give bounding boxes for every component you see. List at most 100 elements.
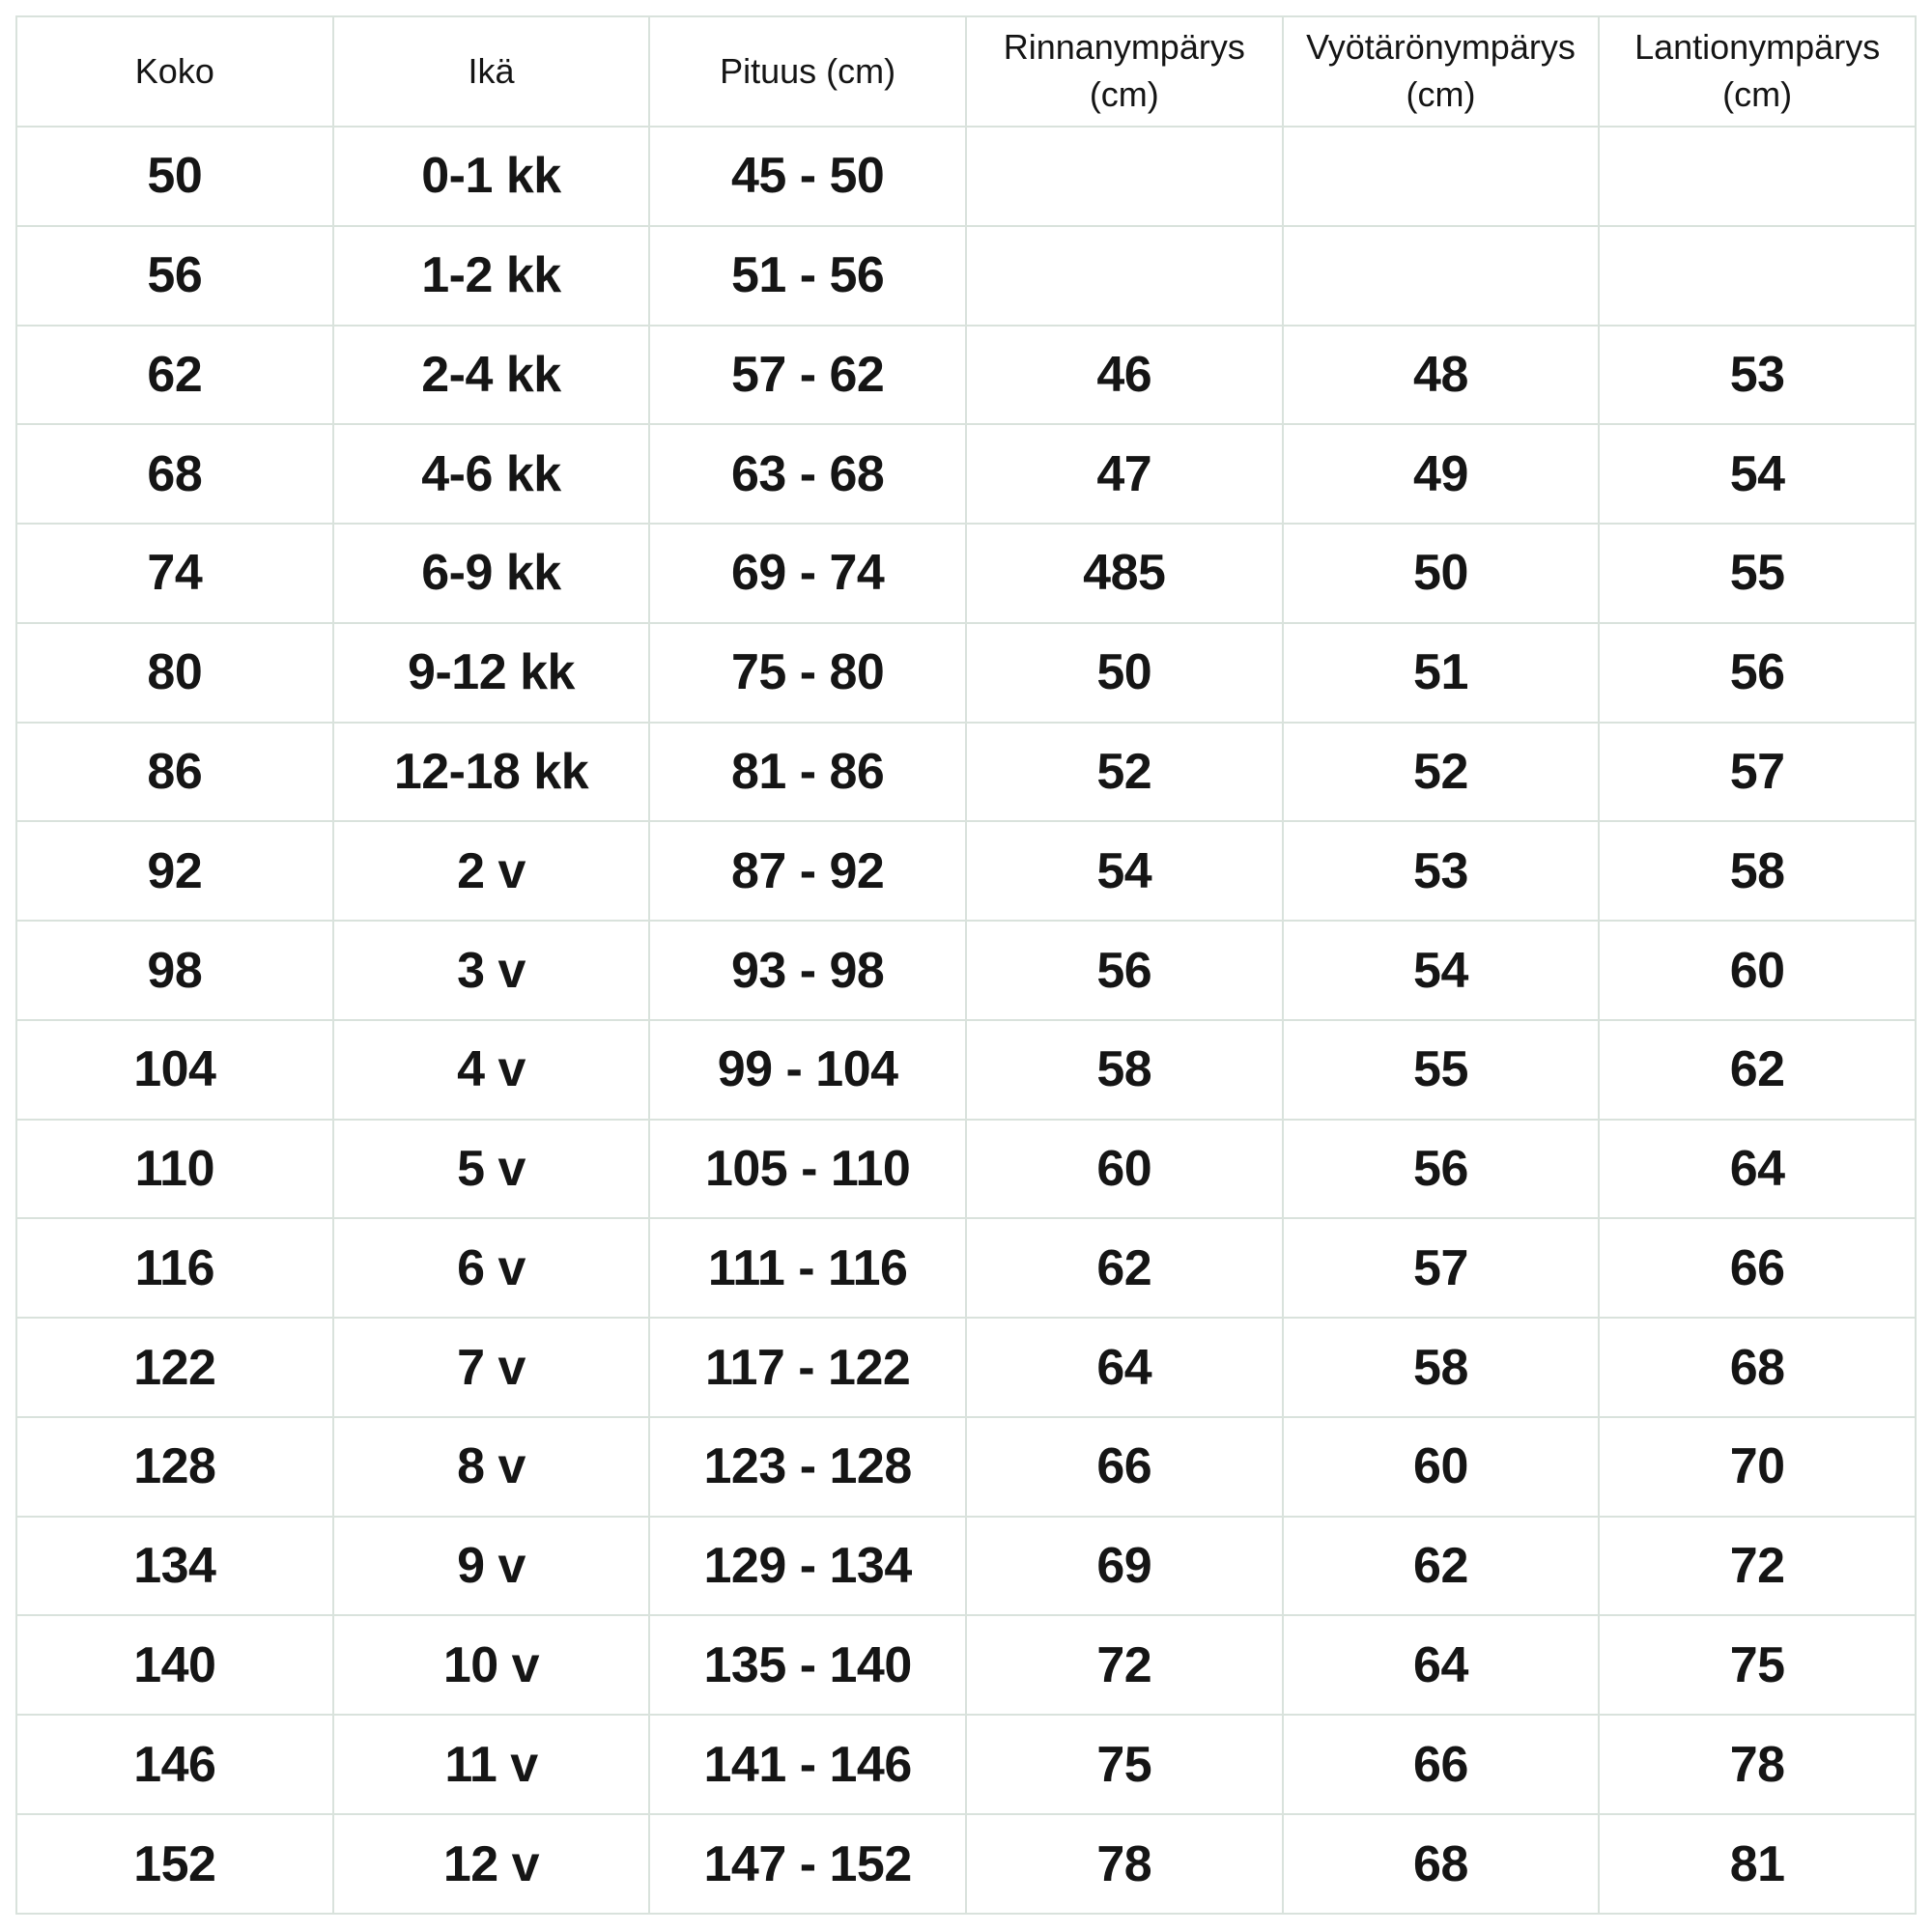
cell-ika: 1-2 kk xyxy=(331,224,651,327)
cell-lantio: 58 xyxy=(1598,820,1917,923)
column-header-pituus: Pituus (cm) xyxy=(648,15,967,128)
cell-lantio: 57 xyxy=(1598,721,1917,823)
size-table-body: 50 0-1 kk 45 - 50 56 1-2 kk 51 - 56 62 2-4 kk 57… xyxy=(15,126,1917,1915)
column-header-rinta: Rinnanympärys (cm) xyxy=(964,15,1284,128)
cell-lantio: 68 xyxy=(1598,1317,1917,1418)
cell-pituus: 129 - 134 xyxy=(648,1515,967,1617)
cell-ika: 11 v xyxy=(331,1714,651,1816)
cell-vyotaro: 60 xyxy=(1281,1415,1601,1518)
cell-vyotaro: 57 xyxy=(1281,1217,1601,1320)
column-header-ika: Ikä xyxy=(331,15,651,128)
cell-vyotaro: 55 xyxy=(1281,1018,1601,1121)
cell-pituus: 69 - 74 xyxy=(648,523,967,624)
table-row: 116 6 v 111 - 116 62 57 66 xyxy=(15,1217,1917,1320)
column-header-koko: Koko xyxy=(15,15,334,128)
cell-rinta: 69 xyxy=(964,1515,1284,1617)
cell-ika: 6-9 kk xyxy=(331,523,651,624)
cell-pituus: 105 - 110 xyxy=(648,1118,967,1220)
cell-ika: 12-18 kk xyxy=(331,721,651,823)
cell-lantio: 70 xyxy=(1598,1415,1917,1518)
table-row: 98 3 v 93 - 98 56 54 60 xyxy=(15,920,1917,1021)
cell-ika: 4 v xyxy=(331,1018,651,1121)
cell-vyotaro: 62 xyxy=(1281,1515,1601,1617)
cell-pituus: 75 - 80 xyxy=(648,621,967,724)
cell-ika: 3 v xyxy=(331,920,651,1021)
cell-rinta: 54 xyxy=(964,820,1284,923)
size-chart: Koko Ikä Pituus (cm) Rinnanympärys (cm) Vyötä… xyxy=(15,15,1917,1915)
cell-pituus: 147 - 152 xyxy=(648,1813,967,1915)
cell-lantio: 64 xyxy=(1598,1118,1917,1220)
cell-pituus: 57 - 62 xyxy=(648,324,967,426)
cell-pituus: 117 - 122 xyxy=(648,1317,967,1418)
cell-lantio: 62 xyxy=(1598,1018,1917,1121)
cell-pituus: 45 - 50 xyxy=(648,126,967,227)
cell-lantio xyxy=(1598,126,1917,227)
cell-koko: 74 xyxy=(15,523,334,624)
table-row: 134 9 v 129 - 134 69 62 72 xyxy=(15,1515,1917,1617)
cell-koko: 152 xyxy=(15,1813,334,1915)
column-unit: (cm) xyxy=(1089,74,1159,114)
table-row: 110 5 v 105 - 110 60 56 64 xyxy=(15,1118,1917,1220)
table-row: 62 2-4 kk 57 - 62 46 48 53 xyxy=(15,324,1917,426)
cell-koko: 80 xyxy=(15,621,334,724)
cell-vyotaro: 49 xyxy=(1281,423,1601,526)
cell-pituus: 135 - 140 xyxy=(648,1614,967,1717)
cell-pituus: 63 - 68 xyxy=(648,423,967,526)
cell-vyotaro: 68 xyxy=(1281,1813,1601,1915)
cell-vyotaro: 64 xyxy=(1281,1614,1601,1717)
cell-ika: 9-12 kk xyxy=(331,621,651,724)
cell-rinta: 78 xyxy=(964,1813,1284,1915)
column-unit: (cm) xyxy=(1722,74,1793,114)
cell-pituus: 51 - 56 xyxy=(648,224,967,327)
cell-koko: 86 xyxy=(15,721,334,823)
table-row: 68 4-6 kk 63 - 68 47 49 54 xyxy=(15,423,1917,526)
cell-vyotaro xyxy=(1281,224,1601,327)
table-row: 104 4 v 99 - 104 58 55 62 xyxy=(15,1018,1917,1121)
header-row: Koko Ikä Pituus (cm) Rinnanympärys (cm) Vyötä… xyxy=(15,15,1917,128)
cell-pituus: 99 - 104 xyxy=(648,1018,967,1121)
cell-vyotaro: 53 xyxy=(1281,820,1601,923)
cell-rinta: 62 xyxy=(964,1217,1284,1320)
cell-vyotaro: 51 xyxy=(1281,621,1601,724)
cell-lantio: 56 xyxy=(1598,621,1917,724)
cell-ika: 10 v xyxy=(331,1614,651,1717)
cell-vyotaro: 66 xyxy=(1281,1714,1601,1816)
column-label: Pituus (cm) xyxy=(720,50,896,91)
table-row: 140 10 v 135 - 140 72 64 75 xyxy=(15,1614,1917,1717)
table-row: 146 11 v 141 - 146 75 66 78 xyxy=(15,1714,1917,1816)
cell-ika: 7 v xyxy=(331,1317,651,1418)
column-label: Koko xyxy=(134,50,214,91)
column-label: Ikä xyxy=(468,50,515,91)
cell-ika: 5 v xyxy=(331,1118,651,1220)
cell-ika: 8 v xyxy=(331,1415,651,1518)
column-header-vyotaro: Vyötärönympärys (cm) xyxy=(1281,15,1601,128)
cell-rinta: 64 xyxy=(964,1317,1284,1418)
column-label: Vyötärönympärys xyxy=(1306,27,1576,68)
cell-pituus: 123 - 128 xyxy=(648,1415,967,1518)
table-row: 152 12 v 147 - 152 78 68 81 xyxy=(15,1813,1917,1915)
table-row: 56 1-2 kk 51 - 56 xyxy=(15,224,1917,327)
cell-rinta: 46 xyxy=(964,324,1284,426)
cell-rinta: 485 xyxy=(964,523,1284,624)
cell-koko: 92 xyxy=(15,820,334,923)
cell-pituus: 93 - 98 xyxy=(648,920,967,1021)
cell-vyotaro: 52 xyxy=(1281,721,1601,823)
cell-koko: 116 xyxy=(15,1217,334,1320)
table-row: 128 8 v 123 - 128 66 60 70 xyxy=(15,1415,1917,1518)
cell-lantio: 55 xyxy=(1598,523,1917,624)
cell-vyotaro: 50 xyxy=(1281,523,1601,624)
cell-koko: 110 xyxy=(15,1118,334,1220)
cell-pituus: 81 - 86 xyxy=(648,721,967,823)
column-header-lantio: Lantionympärys (cm) xyxy=(1598,15,1917,128)
table-row: 86 12-18 kk 81 - 86 52 52 57 xyxy=(15,721,1917,823)
cell-pituus: 141 - 146 xyxy=(648,1714,967,1816)
cell-lantio: 66 xyxy=(1598,1217,1917,1320)
table-row: 80 9-12 kk 75 - 80 50 51 56 xyxy=(15,621,1917,724)
cell-koko: 122 xyxy=(15,1317,334,1418)
cell-rinta: 47 xyxy=(964,423,1284,526)
cell-rinta: 56 xyxy=(964,920,1284,1021)
cell-koko: 134 xyxy=(15,1515,334,1617)
cell-lantio: 78 xyxy=(1598,1714,1917,1816)
cell-lantio: 72 xyxy=(1598,1515,1917,1617)
cell-koko: 140 xyxy=(15,1614,334,1717)
